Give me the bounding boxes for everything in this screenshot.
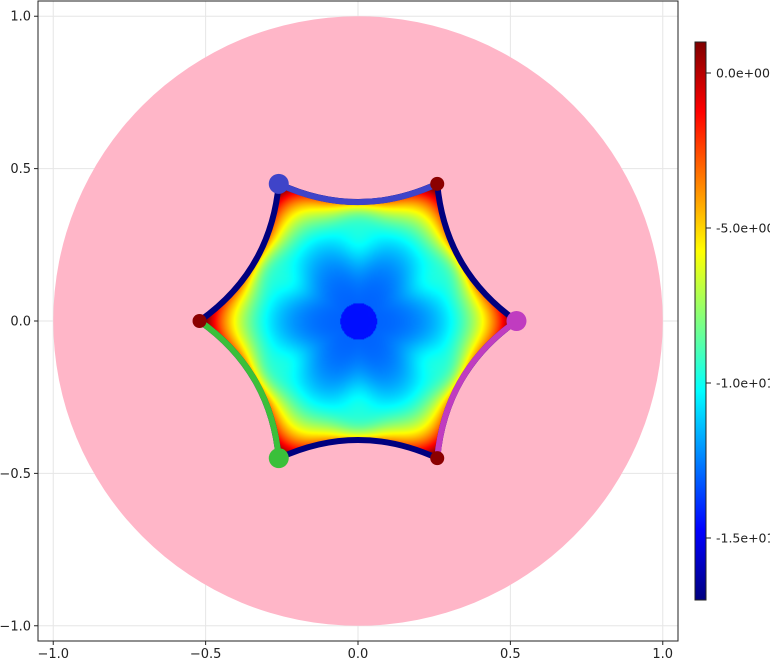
x-tick-label: 1.0 <box>652 647 673 662</box>
x-tick-label: 0.0 <box>348 647 369 662</box>
colorbar-tick-label: -5.0e+00 <box>716 221 770 236</box>
colorbar-tick-label: -1.5e+01 <box>716 531 770 546</box>
polygon-edge <box>434 180 520 324</box>
polygon-edge <box>275 436 441 462</box>
y-axis: −1.0 −0.5 0.0 0.5 1.0 <box>0 10 38 634</box>
vertex-marker <box>192 314 207 328</box>
y-tick-label: −1.0 <box>0 619 31 634</box>
y-tick-label: 0.5 <box>10 162 31 177</box>
x-tick-label: −1.0 <box>37 647 69 662</box>
vertex-marker <box>506 311 527 331</box>
highlighted-edge <box>434 318 520 462</box>
colorbar: 0.0e+00 -5.0e+00 -1.0e+01 -1.5e+01 <box>694 41 770 601</box>
x-tick-label: 0.5 <box>500 647 521 662</box>
colorbar-tick-label: 0.0e+00 <box>716 66 770 81</box>
vertex-marker <box>268 448 289 469</box>
vertex-marker <box>430 176 445 191</box>
vertex-marker <box>430 451 445 466</box>
colorbar-gradient <box>694 41 707 601</box>
vertex-marker <box>268 173 289 194</box>
highlighted-edge <box>196 318 282 462</box>
colorbar-tick-label: -1.0e+01 <box>716 376 770 391</box>
x-tick-label: −0.5 <box>190 647 222 662</box>
y-tick-label: −0.5 <box>0 467 31 482</box>
colorbar-ticks: 0.0e+00 -5.0e+00 -1.0e+01 -1.5e+01 <box>706 66 770 546</box>
highlighted-edges <box>196 180 520 462</box>
x-axis: −1.0 −0.5 0.0 0.5 1.0 <box>37 641 673 662</box>
polygon-edge <box>196 180 282 324</box>
y-tick-label: 0.0 <box>10 315 31 330</box>
highlighted-edge <box>275 180 441 206</box>
y-tick-label: 1.0 <box>10 10 31 25</box>
vertex-markers <box>192 173 527 469</box>
